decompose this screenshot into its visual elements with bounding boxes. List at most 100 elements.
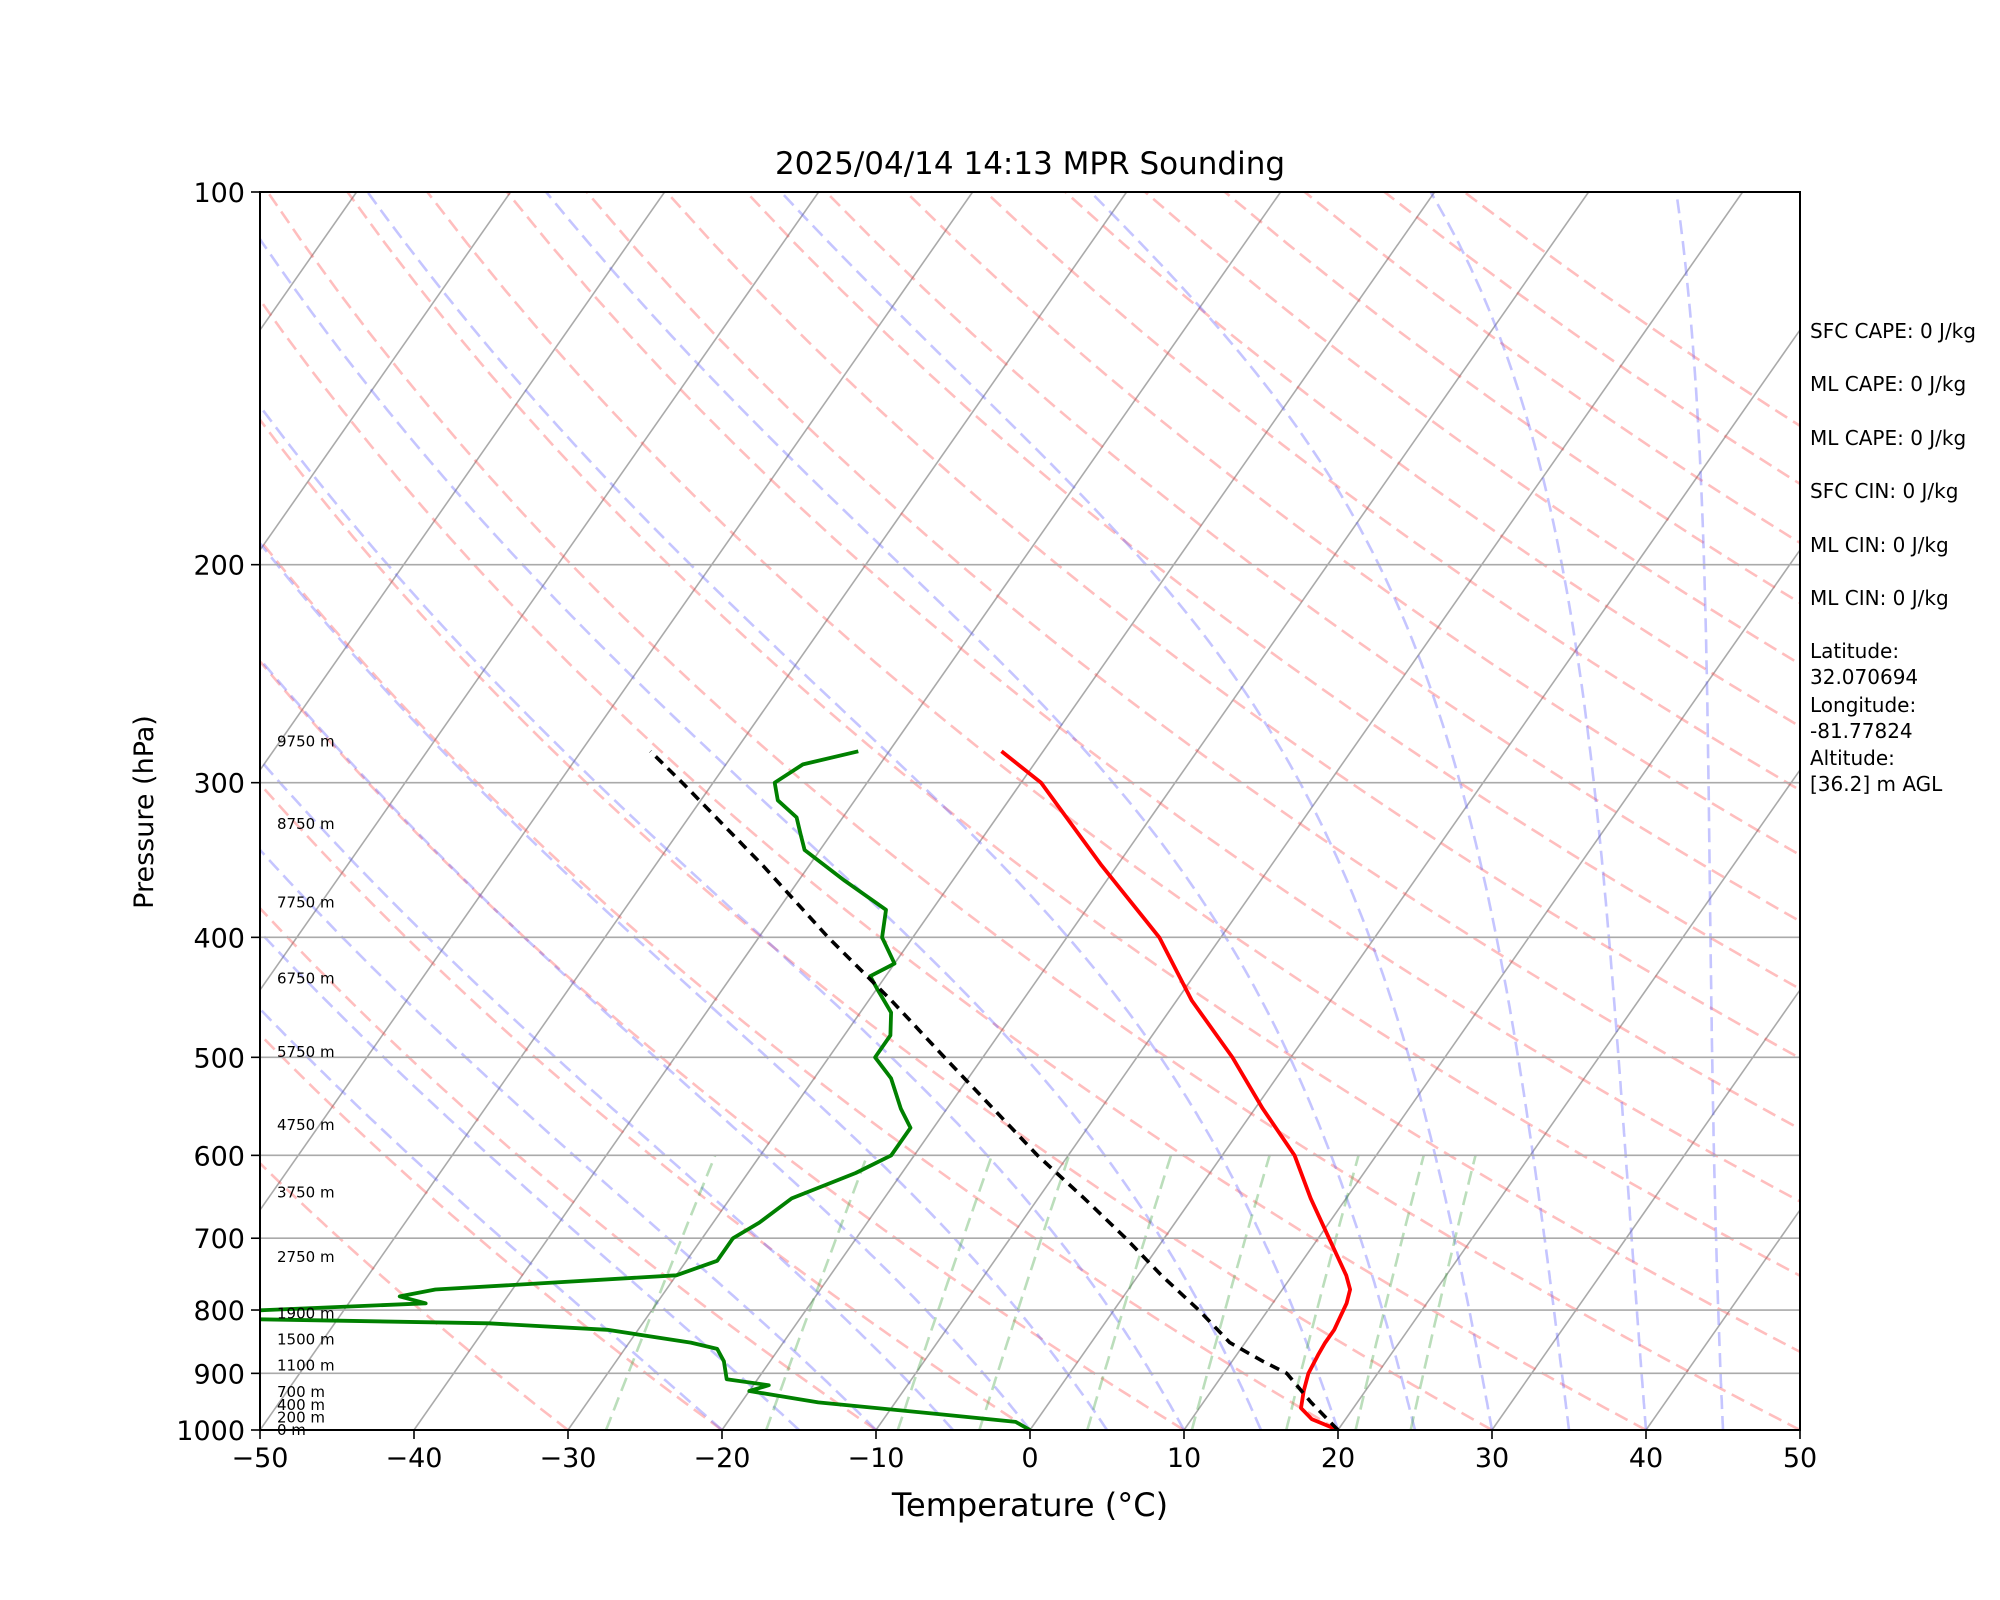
isotherm-line [0, 192, 203, 1430]
mixing-ratio-line [1086, 1155, 1173, 1430]
y-tick-label: 500 [193, 1043, 245, 1074]
moist-adiabat-line [1675, 192, 1725, 1430]
height-label: 5750 m [277, 1043, 335, 1061]
dry-adiabat-line [266, 192, 1800, 1430]
isotherm-line [567, 192, 1436, 1430]
mixing-ratio-line [1354, 1155, 1425, 1430]
height-label: 200 m [277, 1408, 325, 1426]
chart-title: 2025/04/14 14:13 MPR Sounding [775, 146, 1285, 182]
ml-cape-text: ML CAPE: 0 J/kg [1810, 372, 1967, 397]
dry-adiabat-line [1064, 192, 1800, 729]
dry-adiabat-line [984, 192, 1800, 792]
y-axis: 1000 900 800 700 600 500 400 300 200 100 [176, 178, 260, 1447]
moist-adiabat-line [545, 192, 1417, 1430]
moist-adiabat-line [366, 192, 1340, 1430]
height-label: 7750 m [277, 894, 335, 912]
isotherm-line [260, 192, 512, 552]
isotherm-line [1029, 328, 1800, 1430]
moist-adiabat-line [260, 848, 877, 1430]
y-axis-label: Pressure (hPa) [129, 715, 160, 909]
dry-adiabat-line [260, 782, 1031, 1430]
dry-adiabat-line [825, 192, 1800, 923]
plot-frame [259, 191, 1801, 1431]
moist-adiabat-line [260, 541, 1109, 1430]
y-tick-label: 600 [193, 1141, 245, 1172]
mixing-ratio-line [1409, 1155, 1477, 1430]
x-tick-label: 20 [1321, 1443, 1355, 1474]
x-tick-label: −30 [540, 1443, 597, 1474]
y-tick-label: 300 [193, 769, 245, 800]
dry-adiabat-line [904, 192, 1800, 857]
moist-adiabat-line [260, 657, 1032, 1430]
sounding-profiles [260, 749, 1352, 1430]
mixing-ratio-line [1190, 1155, 1271, 1430]
dry-adiabat-line [260, 297, 1647, 1430]
isotherm-line [1337, 768, 1800, 1430]
dry-adiabat-line [260, 538, 1339, 1430]
isotherm-line [260, 192, 1128, 1430]
dry-adiabat-line [260, 1161, 569, 1430]
height-label: 4750 m [277, 1116, 335, 1134]
sfc-cin-text: SFC CIN: 0 J/kg [1810, 479, 1959, 504]
isotherm-line [413, 192, 1282, 1430]
sounding-series-line [1000, 749, 1352, 1430]
y-tick-label: 100 [193, 178, 245, 209]
moist-adiabat-line [260, 236, 1263, 1430]
ml-cin-text: ML CIN: 0 J/kg [1810, 532, 1949, 557]
latitude-text: Latitude: 32.070694 [1810, 639, 1919, 690]
dry-adiabat-line [745, 192, 1800, 991]
height-label: 400 m [277, 1396, 325, 1414]
dry-adiabat-line [260, 417, 1493, 1430]
sounding-series-line [260, 749, 1031, 1430]
height-label: 700 m [277, 1383, 325, 1401]
x-tick-label: 30 [1475, 1443, 1509, 1474]
dry-adiabat-line [260, 906, 877, 1430]
x-tick-label: 50 [1783, 1443, 1817, 1474]
y-tick-label: 700 [193, 1224, 245, 1255]
height-label: 3750 m [277, 1184, 335, 1202]
ml-cin-text: ML CIN: 0 J/kg [1810, 585, 1949, 610]
height-label: 6750 m [277, 970, 335, 988]
y-tick-label: 200 [193, 551, 245, 582]
height-label: 2750 m [277, 1248, 335, 1266]
x-tick-label: 10 [1167, 1443, 1201, 1474]
dry-adiabat-line [346, 192, 1800, 1354]
y-tick-label: 900 [193, 1359, 245, 1390]
moist-adiabat-line [260, 758, 954, 1430]
x-tick-label: −20 [694, 1443, 751, 1474]
x-axis: −50 −40 −30 −20 −10 0 10 20 30 40 50 [232, 1430, 1817, 1474]
dry-adiabat-line [426, 192, 1800, 1278]
isotherm-line [260, 192, 974, 1212]
isotherm-line [260, 192, 666, 772]
moist-adiabat-line [780, 192, 1494, 1430]
y-tick-label: 400 [193, 923, 245, 954]
isotherm-line [721, 192, 1590, 1430]
moist-adiabat-line [260, 1007, 723, 1430]
isotherm-line [1491, 988, 1800, 1430]
isotherm-line [1183, 548, 1800, 1430]
dry-adiabat-line [260, 659, 1185, 1430]
isotherm-line [875, 192, 1744, 1430]
moist-adiabat-line [1089, 192, 1571, 1430]
x-tick-label: −50 [232, 1443, 289, 1474]
moist-adiabat-line [260, 404, 1186, 1430]
sounding-info-panel: SFC CAPE: 0 J/kg ML CAPE: 0 J/kg ML CAPE… [1810, 318, 1995, 799]
x-tick-label: −10 [848, 1443, 905, 1474]
height-label: 8750 m [277, 815, 335, 833]
altitude-text: Altitude: [36.2] m AGL [1810, 746, 1943, 797]
height-label: 9750 m [277, 733, 335, 751]
isotherm-line [260, 192, 358, 332]
x-tick-label: 0 [1021, 1443, 1038, 1474]
isotherm-line [0, 192, 49, 1430]
height-label: 1100 m [277, 1357, 335, 1375]
isotherm-line [260, 192, 820, 992]
pressure-grid-lines [260, 563, 1800, 1375]
x-axis-label: Temperature (°C) [891, 1486, 1168, 1524]
longitude-text: Longitude: -81.77824 [1810, 692, 1917, 743]
y-tick-label: 1000 [176, 1416, 245, 1447]
moist-adiabat-line [260, 930, 800, 1430]
sfc-cape-text: SFC CAPE: 0 J/kg [1810, 319, 1976, 343]
moist-adiabat-line [1429, 192, 1648, 1430]
x-tick-label: −40 [386, 1443, 443, 1474]
